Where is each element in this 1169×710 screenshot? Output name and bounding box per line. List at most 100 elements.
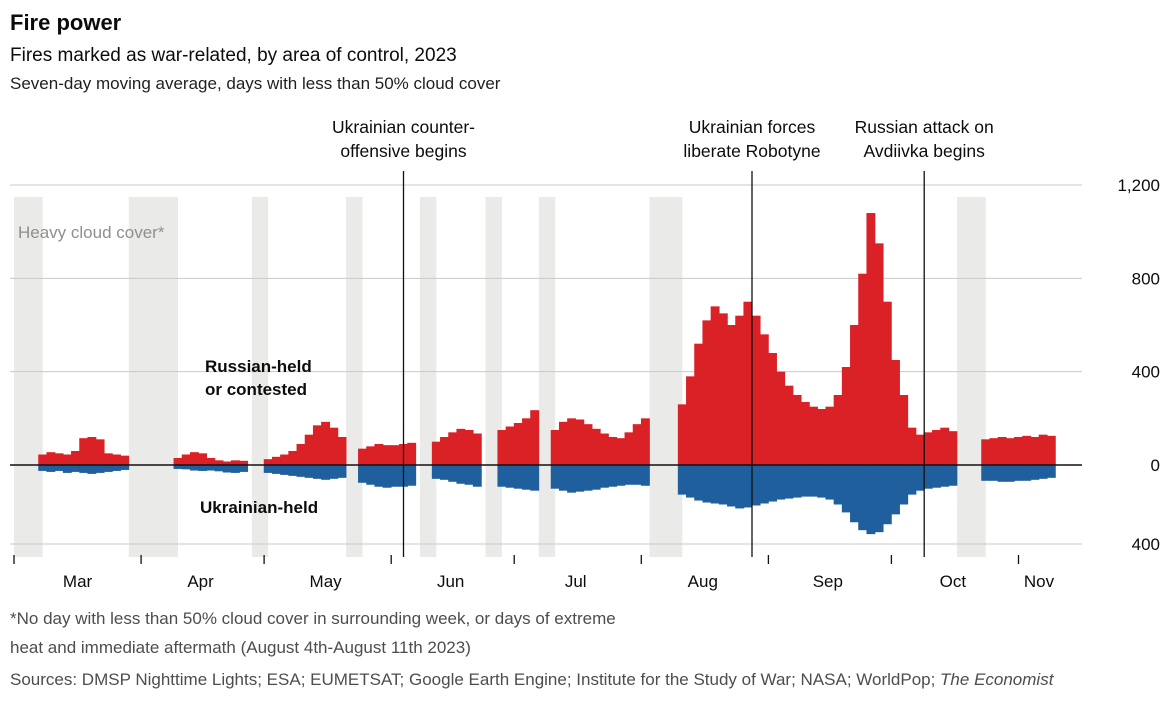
ukrainian-bar	[989, 465, 999, 481]
russian-bar	[239, 460, 249, 465]
ukrainian-bar	[62, 465, 72, 473]
ukrainian-bar	[591, 465, 601, 490]
ukrainian-series	[38, 465, 1056, 535]
ukrainian-bar	[321, 465, 331, 480]
russian-bar	[640, 418, 650, 465]
ukrainian-held-series-label: Ukrainian-held	[200, 498, 319, 517]
sources-publication: The Economist	[940, 670, 1054, 689]
ukrainian-bar	[271, 465, 281, 474]
russian-bar	[87, 437, 97, 465]
russian-bar	[997, 437, 1007, 465]
ukrainian-bar	[608, 465, 618, 487]
ukrainian-bar	[198, 465, 208, 471]
ukrainian-bar	[640, 465, 650, 486]
ukrainian-bar	[497, 465, 507, 487]
russian-bar	[784, 385, 794, 465]
ukrainian-bar	[239, 465, 249, 472]
russian-bar	[198, 453, 208, 465]
russian-bar	[768, 353, 777, 465]
russian-bar	[702, 320, 712, 465]
page-title: Fire power	[10, 10, 122, 35]
ukrainian-bar	[288, 465, 298, 476]
annotation-counteroffensive: Ukrainian counter- offensive begins	[332, 117, 475, 161]
russian-bar	[632, 424, 642, 465]
russian-bar	[1005, 438, 1015, 465]
ukrainian-bar	[694, 465, 704, 501]
russian-bar	[833, 395, 843, 465]
month-label: Apr	[187, 572, 214, 591]
ukrainian-bar	[866, 465, 876, 535]
ukrainian-bar	[759, 465, 769, 504]
month-label: Nov	[1024, 572, 1055, 591]
russian-bar	[899, 395, 909, 465]
russian-bar	[62, 454, 72, 465]
ukrainian-bar	[38, 465, 48, 471]
ukrainian-bar	[882, 465, 892, 525]
ukrainian-bar	[907, 465, 917, 495]
russian-bar	[263, 459, 273, 465]
russian-bar	[989, 438, 999, 465]
ukrainian-bar	[800, 465, 810, 497]
ukrainian-bar	[776, 465, 786, 500]
russian-bar	[112, 454, 121, 465]
russian-bar	[382, 445, 392, 465]
ukrainian-bar	[616, 465, 626, 486]
russian-bar	[915, 434, 925, 465]
month-label: Jul	[565, 572, 587, 591]
ukrainian-bar	[173, 465, 183, 469]
russian-bar	[616, 438, 626, 465]
russian-bar	[312, 425, 322, 465]
cloud-band	[419, 197, 437, 557]
russian-bar	[181, 454, 191, 465]
month-label: Jun	[437, 572, 464, 591]
russian-bar	[103, 453, 113, 465]
ukrainian-bar	[718, 465, 728, 505]
russian-bar	[230, 460, 240, 465]
russian-bar	[800, 402, 810, 465]
ukrainian-bar	[456, 465, 466, 484]
chart-header: Fire power Fires marked as war-related, …	[0, 0, 1169, 95]
russian-bar	[751, 315, 761, 465]
russian-bar	[358, 448, 367, 465]
ukrainian-bar	[948, 465, 958, 486]
ukrainian-bar	[792, 465, 802, 498]
ukrainian-bar	[1030, 465, 1040, 480]
ukrainian-bar	[95, 465, 105, 473]
ukrainian-bar	[189, 465, 199, 471]
ukrainian-bar	[599, 465, 609, 488]
russian-bar	[891, 360, 900, 465]
ukrainian-bar	[79, 465, 89, 473]
ukrainian-bar	[263, 465, 273, 473]
russian-bar	[882, 301, 892, 465]
annotation-lines	[402, 171, 925, 557]
ukrainian-bar	[103, 465, 113, 472]
ukrainian-bar	[358, 465, 367, 483]
russian-bar	[743, 301, 753, 465]
cloud-band	[957, 197, 986, 557]
russian-bar	[522, 418, 531, 465]
ukrainian-bar	[230, 465, 240, 473]
ukrainian-bar	[71, 465, 80, 472]
y-tick-label: 0	[1151, 456, 1160, 475]
month-label: Oct	[940, 572, 967, 591]
x-axis-ticks	[13, 555, 1020, 564]
ukrainian-bar	[567, 465, 577, 493]
ukrainian-bar	[513, 465, 523, 489]
russian-bar	[776, 371, 786, 465]
ukrainian-bar	[440, 465, 449, 480]
y-tick-label: 400	[1132, 363, 1160, 382]
russian-bar	[575, 419, 585, 465]
ukrainian-bar	[1022, 465, 1032, 481]
russian-bar	[280, 454, 290, 465]
ukrainian-bar	[624, 465, 634, 485]
ukrainian-bar	[374, 465, 384, 487]
russian-bar	[948, 431, 958, 465]
russian-bar	[1046, 435, 1056, 465]
ukrainian-bar	[46, 465, 56, 472]
russian-bar	[825, 406, 835, 465]
y-tick-label: 1,200	[1117, 176, 1160, 195]
russian-bar	[809, 406, 818, 465]
month-label: May	[310, 572, 343, 591]
cloud-band	[649, 197, 683, 557]
russian-bar	[727, 325, 736, 465]
